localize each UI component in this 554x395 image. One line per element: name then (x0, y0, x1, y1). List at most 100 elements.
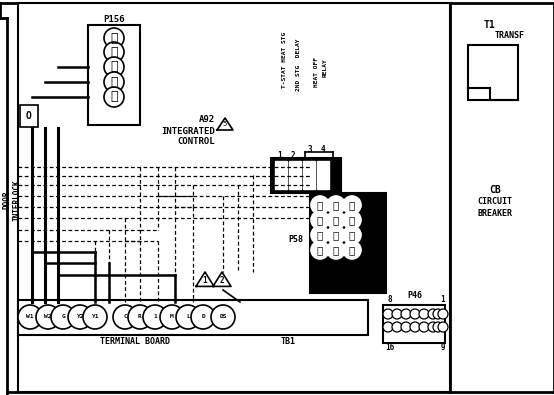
Text: ③: ③ (317, 200, 323, 210)
Text: ⑧: ⑧ (333, 230, 339, 240)
Text: W1: W1 (26, 314, 34, 320)
Text: ②: ② (317, 245, 323, 255)
Circle shape (401, 322, 411, 332)
Text: ④: ④ (349, 215, 355, 225)
Circle shape (311, 226, 329, 244)
Circle shape (383, 309, 393, 319)
Text: ⑥: ⑥ (317, 215, 323, 225)
Circle shape (104, 42, 124, 62)
Text: HEAT OFF: HEAT OFF (314, 57, 319, 87)
Bar (275, 161, 287, 189)
Text: O: O (26, 111, 32, 121)
Circle shape (191, 305, 215, 329)
Circle shape (143, 305, 167, 329)
Text: CIRCUIT: CIRCUIT (478, 198, 512, 207)
Circle shape (113, 305, 137, 329)
Text: 2ND STG  DELAY: 2ND STG DELAY (295, 39, 300, 91)
Text: 1: 1 (278, 150, 283, 160)
Text: ⑤: ⑤ (333, 215, 339, 225)
Text: CB: CB (489, 185, 501, 195)
Circle shape (211, 305, 235, 329)
Text: A92: A92 (199, 115, 215, 124)
Text: ②: ② (110, 75, 118, 88)
Circle shape (428, 309, 438, 319)
Circle shape (83, 305, 107, 329)
Text: P58: P58 (288, 235, 303, 245)
Text: Y1: Y1 (91, 314, 99, 320)
Text: DS: DS (219, 314, 227, 320)
Text: G: G (61, 314, 65, 320)
Circle shape (343, 226, 361, 244)
Text: 4: 4 (321, 145, 325, 154)
Circle shape (327, 241, 345, 259)
Circle shape (51, 305, 75, 329)
Text: ③: ③ (110, 60, 118, 73)
Text: T-STAT HEAT STG: T-STAT HEAT STG (283, 32, 288, 88)
Text: ①: ① (333, 245, 339, 255)
Text: TRANSF: TRANSF (495, 30, 525, 40)
Text: P46: P46 (408, 292, 423, 301)
Text: Y2: Y2 (76, 314, 84, 320)
Text: ①: ① (349, 200, 355, 210)
Text: DOOR
INTERLOCK: DOOR INTERLOCK (2, 179, 22, 221)
Circle shape (383, 322, 393, 332)
Circle shape (311, 211, 329, 229)
Text: 1: 1 (153, 314, 157, 320)
Text: 1: 1 (203, 276, 207, 285)
Text: 5: 5 (223, 121, 227, 128)
Text: ⑤: ⑤ (110, 32, 118, 45)
Text: ⓪: ⓪ (349, 245, 355, 255)
Circle shape (392, 322, 402, 332)
Circle shape (18, 305, 42, 329)
Bar (310, 193, 386, 293)
Text: T1: T1 (484, 20, 496, 30)
Circle shape (128, 305, 152, 329)
Text: INTEGRATED: INTEGRATED (161, 126, 215, 135)
Bar (18, 3, 450, 392)
Circle shape (392, 309, 402, 319)
Circle shape (343, 196, 361, 214)
Circle shape (410, 322, 420, 332)
Circle shape (401, 309, 411, 319)
Circle shape (311, 196, 329, 214)
Text: C: C (123, 314, 127, 320)
Text: ⑦: ⑦ (349, 230, 355, 240)
Text: 8: 8 (388, 295, 392, 305)
Circle shape (343, 241, 361, 259)
Circle shape (433, 322, 443, 332)
Text: 9: 9 (440, 344, 445, 352)
Text: 1: 1 (440, 295, 445, 305)
Text: 2: 2 (291, 150, 295, 160)
Text: M: M (170, 314, 174, 320)
Circle shape (438, 322, 448, 332)
Circle shape (176, 305, 200, 329)
Circle shape (327, 226, 345, 244)
Bar (383, 305, 445, 343)
Bar (20, 105, 38, 127)
Circle shape (438, 309, 448, 319)
Text: TERMINAL BOARD: TERMINAL BOARD (100, 337, 170, 346)
Circle shape (160, 305, 184, 329)
Bar (88, 25, 140, 125)
Circle shape (68, 305, 92, 329)
Circle shape (104, 28, 124, 48)
Text: P156: P156 (103, 15, 125, 24)
Text: ①: ① (110, 90, 118, 103)
Circle shape (419, 309, 429, 319)
Circle shape (433, 309, 443, 319)
Circle shape (104, 87, 124, 107)
Text: 2: 2 (220, 276, 224, 285)
Text: ⑨: ⑨ (317, 230, 323, 240)
Text: R: R (138, 314, 142, 320)
Text: D: D (201, 314, 205, 320)
Circle shape (104, 72, 124, 92)
Circle shape (104, 57, 124, 77)
Circle shape (327, 211, 345, 229)
Bar (289, 161, 301, 189)
Circle shape (419, 322, 429, 332)
Circle shape (343, 211, 361, 229)
Bar (271, 158, 341, 193)
Text: BREAKER: BREAKER (478, 209, 512, 218)
Bar (468, 45, 518, 100)
Text: ②: ② (333, 200, 339, 210)
